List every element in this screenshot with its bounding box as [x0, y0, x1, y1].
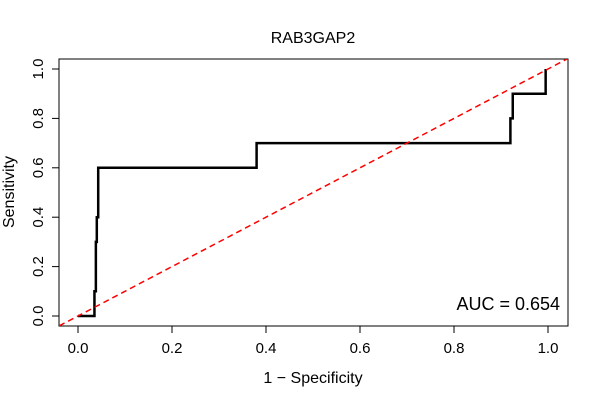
series-group	[59, 59, 568, 326]
auc-annotation: AUC = 0.654	[456, 294, 560, 314]
y-axis-label: Sensitivity	[1, 156, 18, 228]
x-tick-label: 0.0	[68, 340, 89, 357]
x-tick-label: 0.8	[444, 340, 465, 357]
y-tick-label: 1.0	[30, 59, 47, 80]
x-tick-label: 1.0	[538, 340, 559, 357]
y-tick-label: 0.2	[30, 256, 47, 277]
roc-curve-line	[78, 69, 547, 318]
x-tick-label: 0.6	[350, 340, 371, 357]
y-tick-label: 0.0	[30, 306, 47, 327]
x-axis-label: 1 − Specificity	[263, 370, 362, 387]
x-axis: 0.0 0.2 0.4 0.6 0.8 1.0	[68, 325, 559, 357]
reference-diagonal-line	[59, 59, 568, 326]
y-tick-label: 0.8	[30, 108, 47, 129]
y-axis: 0.0 0.2 0.4 0.6 0.8 1.0	[30, 59, 60, 327]
y-tick-label: 0.6	[30, 157, 47, 178]
y-tick-label: 0.4	[30, 207, 47, 228]
x-tick-label: 0.4	[256, 340, 277, 357]
chart-title: RAB3GAP2	[271, 30, 356, 47]
x-tick-label: 0.2	[162, 340, 183, 357]
